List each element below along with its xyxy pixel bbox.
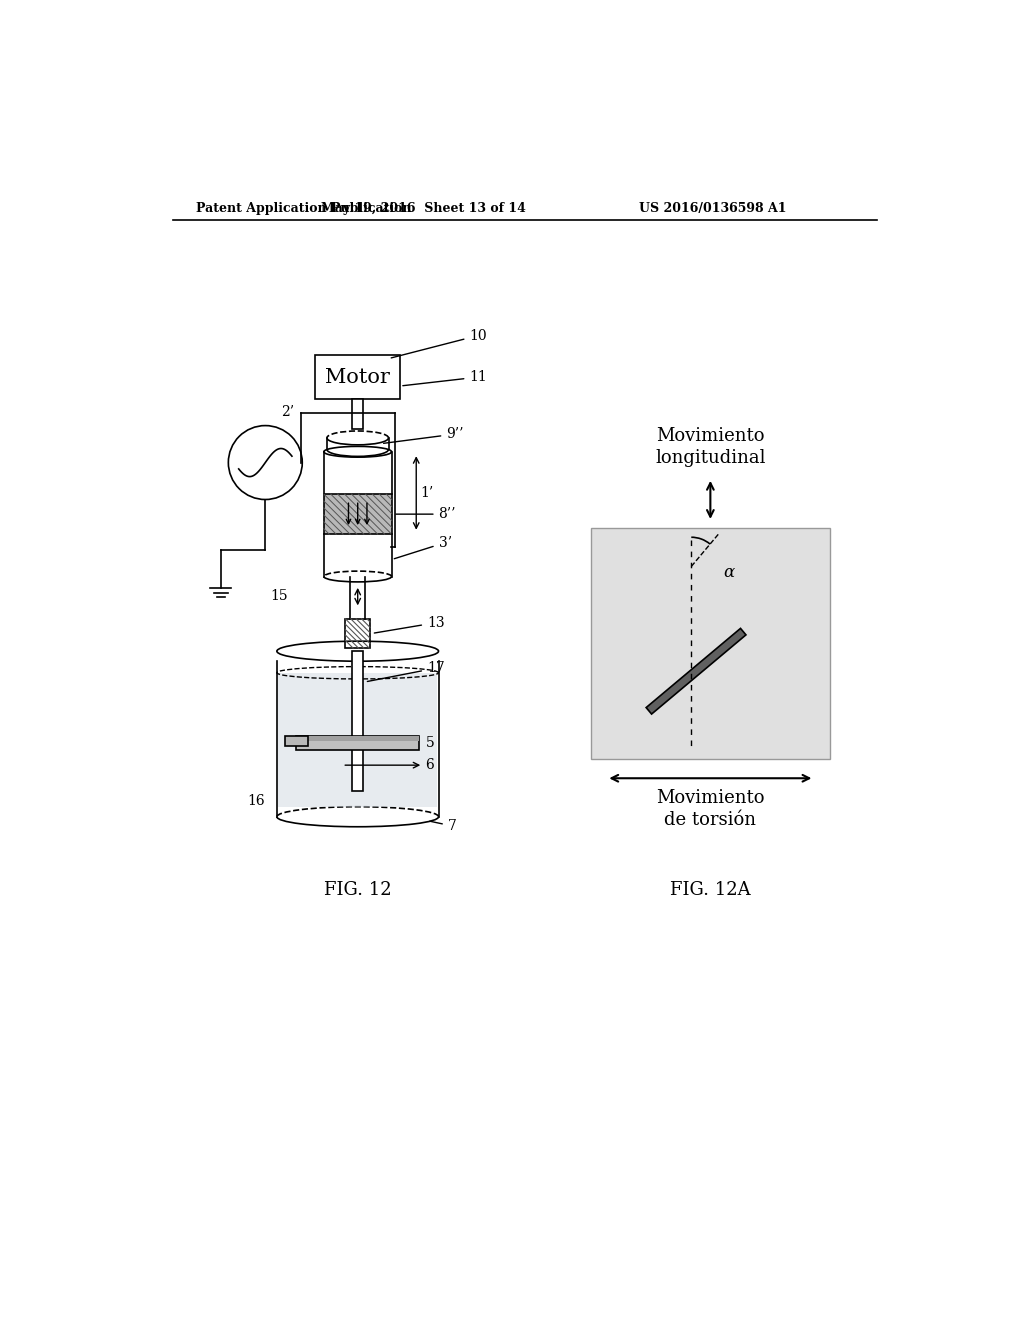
Text: 2’: 2’ xyxy=(281,405,294,420)
Text: May 19, 2016  Sheet 13 of 14: May 19, 2016 Sheet 13 of 14 xyxy=(321,202,525,215)
Text: FIG. 12: FIG. 12 xyxy=(324,880,391,899)
Bar xyxy=(345,619,370,648)
Text: 11: 11 xyxy=(402,370,487,385)
Text: 6: 6 xyxy=(425,758,434,772)
Text: 10: 10 xyxy=(391,329,487,358)
Text: 1’: 1’ xyxy=(420,486,433,500)
Text: 8’’: 8’’ xyxy=(396,507,456,521)
Bar xyxy=(352,400,364,429)
Text: 7: 7 xyxy=(430,818,457,833)
Text: Patent Application Publication: Patent Application Publication xyxy=(196,202,412,215)
Text: 5: 5 xyxy=(425,735,434,750)
Text: Movimiento
longitudinal: Movimiento longitudinal xyxy=(655,428,766,467)
Polygon shape xyxy=(646,628,745,714)
Text: 13: 13 xyxy=(375,615,444,634)
Bar xyxy=(296,737,419,741)
Bar xyxy=(285,737,307,746)
Bar xyxy=(279,673,437,807)
Bar xyxy=(352,651,364,792)
Text: US 2016/0136598 A1: US 2016/0136598 A1 xyxy=(639,202,786,215)
Text: Movimiento
de torsión: Movimiento de torsión xyxy=(656,789,765,829)
Bar xyxy=(324,494,391,535)
Text: Motor: Motor xyxy=(326,367,390,387)
Text: 17: 17 xyxy=(368,661,444,681)
Text: 3’: 3’ xyxy=(394,536,452,558)
Text: FIG. 12A: FIG. 12A xyxy=(670,880,751,899)
FancyBboxPatch shape xyxy=(591,528,829,759)
Text: 16: 16 xyxy=(248,795,265,808)
Text: 9’’: 9’’ xyxy=(384,428,464,444)
FancyBboxPatch shape xyxy=(315,355,400,400)
Text: α: α xyxy=(723,564,734,581)
Text: 15: 15 xyxy=(270,589,289,602)
Bar xyxy=(296,737,419,750)
